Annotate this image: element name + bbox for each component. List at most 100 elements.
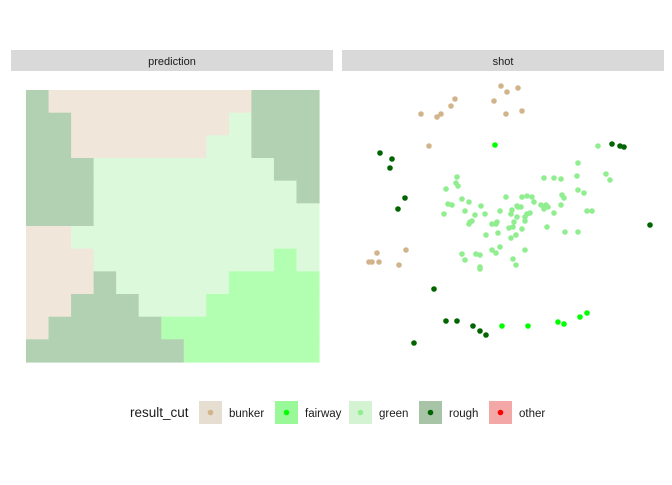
tile-green — [161, 248, 185, 272]
tile-bunker — [26, 226, 50, 250]
point-fairway — [492, 142, 498, 148]
point-bunker — [418, 111, 424, 117]
tile-green — [138, 271, 162, 295]
tile-bunker — [48, 90, 72, 114]
tile-green — [273, 180, 298, 204]
point-green — [462, 208, 468, 214]
tile-green — [116, 248, 140, 272]
point-green — [541, 206, 547, 212]
tile-bunker — [183, 135, 207, 159]
tile-green — [228, 112, 252, 136]
tile-rough — [161, 339, 185, 363]
tile-rough — [26, 112, 50, 136]
tile-rough — [48, 203, 72, 227]
legend-title: result_cut — [130, 405, 189, 420]
tile-rough — [116, 294, 140, 318]
tile-green — [228, 203, 252, 227]
tile-rough — [296, 112, 320, 136]
tile-fairway — [251, 316, 275, 340]
tile-fairway — [206, 339, 230, 363]
tile-fairway — [251, 271, 275, 295]
tile-bunker — [48, 248, 72, 272]
tile-green — [273, 226, 298, 250]
tile-rough — [138, 316, 162, 340]
point-green — [589, 208, 595, 214]
tile-bunker — [71, 248, 95, 272]
tile-rough — [273, 112, 298, 136]
tile-bunker — [206, 90, 230, 114]
tile-bunker — [138, 90, 162, 114]
tile-bunker — [116, 112, 140, 136]
tile-green — [228, 248, 252, 272]
tile-bunker — [26, 316, 50, 340]
point-green — [472, 212, 478, 218]
point-green — [513, 262, 519, 268]
point-bunker — [503, 111, 509, 117]
point-green — [466, 221, 472, 227]
tile-green — [251, 226, 275, 250]
point-green — [506, 225, 512, 231]
tile-bunker — [183, 90, 207, 114]
point-green — [519, 226, 525, 232]
point-green — [575, 160, 581, 166]
tile-bunker — [26, 248, 50, 272]
tile-rough — [251, 112, 275, 136]
point-green — [531, 199, 537, 205]
tile-rough — [26, 158, 50, 182]
tile-green — [93, 226, 117, 250]
point-green — [544, 224, 550, 230]
tile-rough — [26, 135, 50, 159]
tile-bunker — [93, 112, 117, 136]
tile-rough — [71, 203, 95, 227]
point-green — [455, 183, 461, 189]
tile-rough — [48, 316, 72, 340]
tile-rough — [26, 90, 50, 114]
tile-fairway — [206, 316, 230, 340]
tile-green — [161, 158, 185, 182]
tile-rough — [48, 339, 72, 363]
tile-bunker — [161, 112, 185, 136]
tile-fairway — [296, 294, 320, 318]
point-green — [493, 250, 499, 256]
point-green — [489, 247, 495, 253]
tile-fairway — [296, 316, 320, 340]
tile-rough — [273, 135, 298, 159]
tile-rough — [296, 180, 320, 204]
prediction-panel — [26, 90, 320, 363]
tile-green — [116, 226, 140, 250]
point-green — [482, 211, 488, 217]
tile-green — [183, 271, 207, 295]
legend-dot-fairway — [283, 409, 290, 416]
tile-rough — [71, 339, 95, 363]
point-green — [508, 211, 514, 217]
point-green — [551, 210, 557, 216]
point-green — [538, 202, 544, 208]
point-fairway — [561, 321, 567, 327]
point-bunker — [374, 250, 380, 256]
tile-green — [183, 180, 207, 204]
tile-fairway — [161, 316, 185, 340]
point-green — [495, 230, 501, 236]
tile-bunker — [26, 271, 50, 295]
tile-fairway — [206, 294, 230, 318]
tile-fairway — [228, 271, 252, 295]
tile-rough — [116, 339, 140, 363]
legend-dot-rough — [427, 409, 434, 416]
tile-rough — [296, 90, 320, 114]
tile-rough — [26, 203, 50, 227]
point-green — [441, 211, 447, 217]
tile-green — [228, 180, 252, 204]
point-green — [478, 203, 484, 209]
point-green — [575, 229, 581, 235]
tile-rough — [26, 339, 50, 363]
point-green — [443, 186, 449, 192]
tile-rough — [71, 294, 95, 318]
tile-green — [206, 135, 230, 159]
tile-fairway — [228, 339, 252, 363]
point-bunker — [366, 259, 372, 265]
tile-green — [183, 248, 207, 272]
point-bunker — [498, 83, 504, 89]
tile-green — [251, 158, 275, 182]
point-green — [477, 266, 483, 272]
tile-bunker — [71, 90, 95, 114]
